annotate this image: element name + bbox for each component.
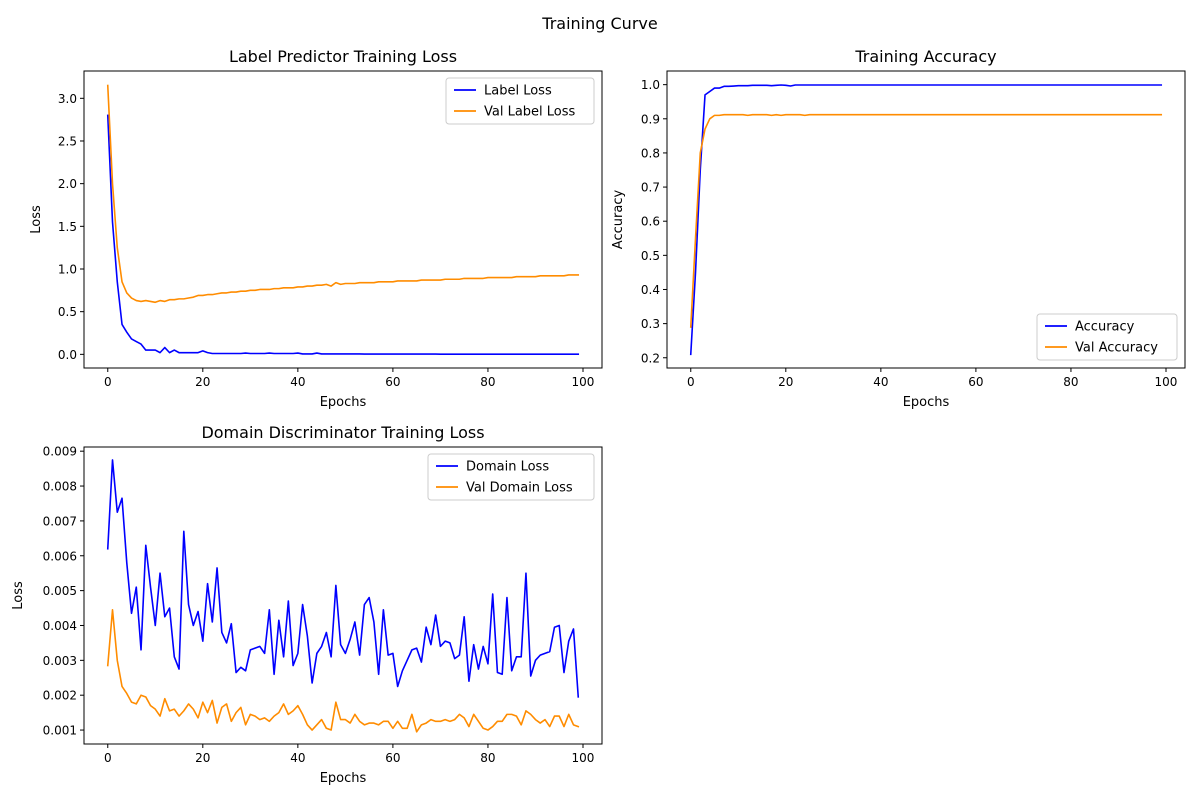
y-tick-label: 0.007 (43, 514, 77, 528)
y-tick-label: 0.0 (58, 348, 77, 362)
y-tick-label: 2.0 (58, 177, 77, 191)
y-tick-label: 0.004 (43, 619, 77, 633)
plot-frame (666, 70, 1186, 369)
x-tick-label: 0 (687, 375, 695, 389)
legend: Domain Loss Val Domain Loss (427, 453, 595, 501)
x-tick-label: 80 (480, 375, 495, 389)
x-tick-label: 40 (873, 375, 888, 389)
chart-title: Domain Discriminator Training Loss (201, 423, 484, 442)
y-tick-label: 1.0 (641, 78, 660, 92)
series-line-2 (106, 84, 580, 304)
legend-label-1: Label Loss (484, 84, 552, 99)
y-axis-label: Loss (11, 581, 26, 610)
x-tick-label: 100 (572, 375, 595, 389)
x-tick-label: 20 (195, 751, 210, 765)
legend-label-2: Val Accuracy (1075, 341, 1158, 356)
legend: Accuracy Val Accuracy (1036, 313, 1178, 361)
y-tick-label: 0.4 (641, 283, 660, 297)
x-tick-label: 80 (1063, 375, 1078, 389)
x-axis-label: Epochs (320, 771, 367, 786)
x-tick-label: 100 (572, 751, 595, 765)
legend-label-1: Accuracy (1075, 320, 1135, 335)
x-tick-label: 100 (1155, 375, 1178, 389)
series-line-2 (106, 608, 580, 733)
y-tick-label: 1.5 (58, 220, 77, 234)
y-tick-label: 0.5 (641, 249, 660, 263)
x-tick-label: 0 (104, 375, 112, 389)
series-line-1 (106, 459, 580, 698)
x-tick-label: 60 (968, 375, 983, 389)
legend: Label Loss Val Label Loss (445, 77, 595, 125)
y-tick-label: 0.5 (58, 305, 77, 319)
plot-frame (83, 446, 603, 745)
y-tick-label: 0.002 (43, 689, 77, 703)
legend-label-1: Domain Loss (466, 460, 549, 475)
y-tick-label: 2.5 (58, 134, 77, 148)
chart-title: Label Predictor Training Loss (229, 47, 457, 66)
y-tick-label: 0.9 (641, 112, 660, 126)
x-tick-label: 20 (778, 375, 793, 389)
y-tick-label: 0.7 (641, 181, 660, 195)
y-tick-label: 0.003 (43, 654, 77, 668)
x-tick-label: 60 (385, 751, 400, 765)
y-tick-label: 0.2 (641, 351, 660, 365)
x-tick-label: 0 (104, 751, 112, 765)
legend-box (427, 453, 595, 501)
x-tick-label: 80 (480, 751, 495, 765)
figure-title: Training Curve (542, 14, 658, 33)
chart-3: Domain Discriminator Training Loss 0 20 40 6… (11, 423, 603, 786)
y-tick-label: 0.6 (641, 215, 660, 229)
series-line-2 (689, 113, 1163, 328)
legend-label-2: Val Label Loss (484, 105, 576, 120)
y-axis-label: Accuracy (611, 190, 626, 250)
y-tick-label: 0.008 (43, 480, 77, 494)
series-line-1 (689, 84, 1163, 356)
legend-label-2: Val Domain Loss (466, 481, 573, 496)
y-tick-label: 0.009 (43, 445, 77, 459)
y-tick-label: 0.8 (641, 146, 660, 160)
y-tick-label: 0.006 (43, 549, 77, 563)
plot-frame (83, 70, 603, 369)
y-tick-label: 0.005 (43, 584, 77, 598)
chart-title: Training Accuracy (854, 47, 996, 66)
x-tick-label: 40 (290, 751, 305, 765)
chart-2: Training Accuracy 0 20 40 60 80 100 0.2 0.3 0.4 0.… (611, 47, 1186, 410)
y-tick-label: 0.3 (641, 317, 660, 331)
y-tick-label: 1.0 (58, 263, 77, 277)
legend-box (1036, 313, 1178, 361)
legend-box (445, 77, 595, 125)
y-axis-label: Loss (29, 205, 44, 234)
series-line-1 (106, 114, 580, 355)
x-axis-label: Epochs (903, 395, 950, 410)
chart-1: Label Predictor Training Loss 0 20 40 60 80 10… (29, 47, 603, 410)
y-tick-label: 0.001 (43, 724, 77, 738)
x-tick-label: 20 (195, 375, 210, 389)
y-tick-label: 3.0 (58, 92, 77, 106)
x-tick-label: 40 (290, 375, 305, 389)
x-axis-label: Epochs (320, 395, 367, 410)
x-tick-label: 60 (385, 375, 400, 389)
